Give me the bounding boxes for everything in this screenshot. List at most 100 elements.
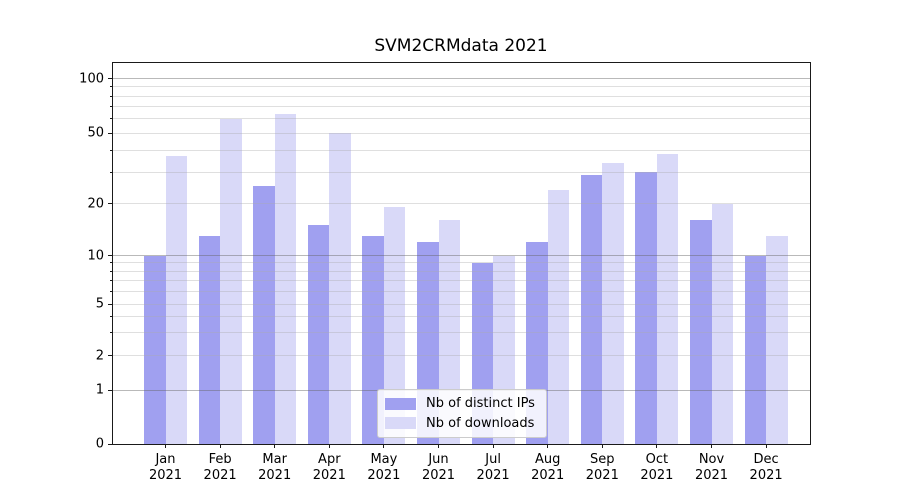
gridline-minor-80 bbox=[112, 95, 810, 97]
x-tick-label-sep: Sep 2021 bbox=[585, 452, 619, 483]
y-minor-tick-8 bbox=[110, 270, 112, 272]
y-tick-100 bbox=[108, 78, 112, 80]
y-tick-label-20: 20 bbox=[87, 196, 104, 211]
legend-label-downloads: Nb of downloads bbox=[426, 415, 535, 431]
gridline-minor-20 bbox=[112, 203, 810, 204]
y-minor-tick-90 bbox=[110, 86, 112, 88]
bar-downloads-mar bbox=[274, 113, 297, 444]
x-tick-jul bbox=[492, 444, 494, 448]
y-tick-2 bbox=[108, 355, 112, 356]
x-tick-label-mar: Mar 2021 bbox=[258, 452, 292, 483]
y-minor-tick-7 bbox=[110, 279, 112, 281]
x-tick-label-jul: Jul 2021 bbox=[476, 452, 510, 483]
legend-item-distinct-ips: Nb of distinct IPs bbox=[385, 396, 539, 411]
y-tick-label-2: 2 bbox=[95, 348, 104, 363]
x-tick-nov bbox=[711, 444, 712, 448]
x-tick-may bbox=[383, 444, 385, 448]
y-minor-tick-9 bbox=[110, 262, 112, 264]
bar-distinct-ips-dec bbox=[744, 255, 767, 444]
x-tick-label-may: May 2021 bbox=[367, 452, 401, 483]
gridline-major-100 bbox=[112, 78, 810, 80]
x-tick-dec bbox=[765, 444, 767, 448]
y-tick-label-50: 50 bbox=[87, 125, 104, 141]
y-tick-0 bbox=[108, 443, 112, 445]
y-minor-tick-80 bbox=[110, 95, 112, 97]
y-tick-50 bbox=[108, 132, 112, 134]
bar-downloads-jun bbox=[438, 220, 460, 444]
bar-downloads-may bbox=[383, 207, 406, 444]
gridline-minor-5 bbox=[112, 303, 810, 305]
gridline-minor-3 bbox=[112, 332, 810, 334]
y-tick-10 bbox=[108, 255, 112, 256]
x-tick-apr bbox=[328, 444, 330, 448]
x-tick-feb bbox=[219, 444, 221, 448]
y-tick-label-100: 100 bbox=[79, 71, 104, 87]
gridline-minor-90 bbox=[112, 86, 810, 88]
y-tick-label-0: 0 bbox=[95, 436, 104, 452]
chart-title: SVM2CRMdata 2021 bbox=[374, 36, 548, 56]
x-tick-label-apr: Apr 2021 bbox=[312, 452, 346, 483]
gridline-minor-50 bbox=[112, 132, 810, 134]
x-tick-aug bbox=[547, 444, 549, 448]
legend-item-downloads: Nb of downloads bbox=[385, 416, 539, 431]
gridline-minor-2 bbox=[112, 355, 810, 356]
x-tick-oct bbox=[656, 444, 658, 448]
bar-distinct-ips-oct bbox=[635, 172, 657, 444]
gridline-major-10 bbox=[112, 255, 810, 256]
y-minor-tick-6 bbox=[110, 290, 112, 292]
bar-downloads-jan bbox=[165, 156, 187, 444]
x-tick-sep bbox=[601, 444, 603, 448]
bar-distinct-ips-jan bbox=[144, 255, 166, 444]
y-tick-20 bbox=[108, 203, 112, 204]
x-tick-label-oct: Oct 2021 bbox=[640, 452, 674, 483]
bar-distinct-ips-nov bbox=[690, 220, 712, 444]
gridline-minor-6 bbox=[112, 290, 810, 292]
bar-downloads-apr bbox=[329, 133, 351, 444]
bar-downloads-oct bbox=[656, 154, 679, 444]
bar-distinct-ips-apr bbox=[307, 225, 330, 444]
gridline-minor-7 bbox=[112, 279, 810, 281]
bar-downloads-dec bbox=[766, 235, 788, 444]
gridline-minor-40 bbox=[112, 149, 810, 151]
legend: Nb of distinct IPs Nb of downloads bbox=[377, 389, 547, 438]
gridline-minor-60 bbox=[112, 118, 810, 120]
y-minor-tick-4 bbox=[110, 316, 112, 318]
x-tick-label-jun: Jun 2021 bbox=[421, 452, 456, 483]
legend-swatch-distinct-ips bbox=[385, 397, 416, 410]
y-minor-tick-70 bbox=[110, 106, 112, 108]
y-tick-label-5: 5 bbox=[95, 296, 104, 312]
y-tick-label-10: 10 bbox=[87, 248, 104, 263]
y-tick-1 bbox=[108, 389, 112, 391]
bar-downloads-sep bbox=[602, 162, 624, 444]
legend-swatch-downloads bbox=[385, 417, 416, 430]
y-minor-tick-3 bbox=[110, 332, 112, 334]
bar-distinct-ips-sep bbox=[580, 175, 603, 444]
x-tick-label-dec: Dec 2021 bbox=[749, 452, 783, 483]
x-tick-label-jan: Jan 2021 bbox=[148, 452, 183, 483]
y-minor-tick-30 bbox=[110, 171, 112, 173]
y-tick-5 bbox=[108, 303, 112, 305]
gridline-minor-8 bbox=[112, 270, 810, 272]
bar-downloads-feb bbox=[220, 118, 242, 444]
gridline-minor-30 bbox=[112, 171, 810, 173]
y-minor-tick-60 bbox=[110, 118, 112, 120]
x-tick-jun bbox=[438, 444, 439, 448]
y-minor-tick-40 bbox=[110, 149, 112, 151]
y-tick-label-1: 1 bbox=[95, 382, 104, 398]
bar-distinct-ips-mar bbox=[253, 186, 275, 444]
x-tick-mar bbox=[274, 444, 276, 448]
bar-downloads-aug bbox=[547, 189, 570, 444]
gridline-minor-70 bbox=[112, 106, 810, 108]
legend-label-distinct-ips: Nb of distinct IPs bbox=[426, 396, 535, 412]
x-tick-label-nov: Nov 2021 bbox=[694, 452, 729, 483]
x-tick-jan bbox=[165, 444, 166, 448]
bar-downloads-nov bbox=[711, 203, 733, 444]
x-tick-label-feb: Feb 2021 bbox=[203, 452, 237, 483]
gridline-minor-9 bbox=[112, 262, 810, 264]
bar-distinct-ips-feb bbox=[198, 235, 221, 444]
gridline-minor-4 bbox=[112, 316, 810, 318]
x-tick-label-aug: Aug 2021 bbox=[531, 452, 565, 483]
